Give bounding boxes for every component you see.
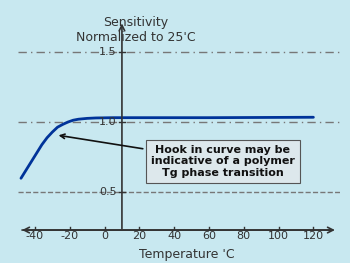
- Text: -20: -20: [61, 231, 79, 241]
- Text: 0: 0: [101, 231, 108, 241]
- Text: 100: 100: [268, 231, 289, 241]
- Text: 60: 60: [202, 231, 216, 241]
- Text: 40: 40: [167, 231, 181, 241]
- Text: Sensitivity
Normalized to 25'C: Sensitivity Normalized to 25'C: [76, 16, 196, 44]
- Text: Hook in curve may be
indicative of a polymer
Tg phase transition: Hook in curve may be indicative of a pol…: [61, 134, 295, 178]
- Text: 80: 80: [237, 231, 251, 241]
- Text: -40: -40: [26, 231, 44, 241]
- Text: Hook in curve may be
indicative of a polymer
Tg phase transition: Hook in curve may be indicative of a pol…: [151, 145, 295, 178]
- Text: 1.0: 1.0: [99, 117, 117, 127]
- Text: 1.5: 1.5: [99, 47, 117, 57]
- Text: 0.5: 0.5: [99, 187, 117, 197]
- Text: Temperature 'C: Temperature 'C: [139, 248, 235, 261]
- Text: 20: 20: [132, 231, 146, 241]
- Text: 120: 120: [303, 231, 324, 241]
